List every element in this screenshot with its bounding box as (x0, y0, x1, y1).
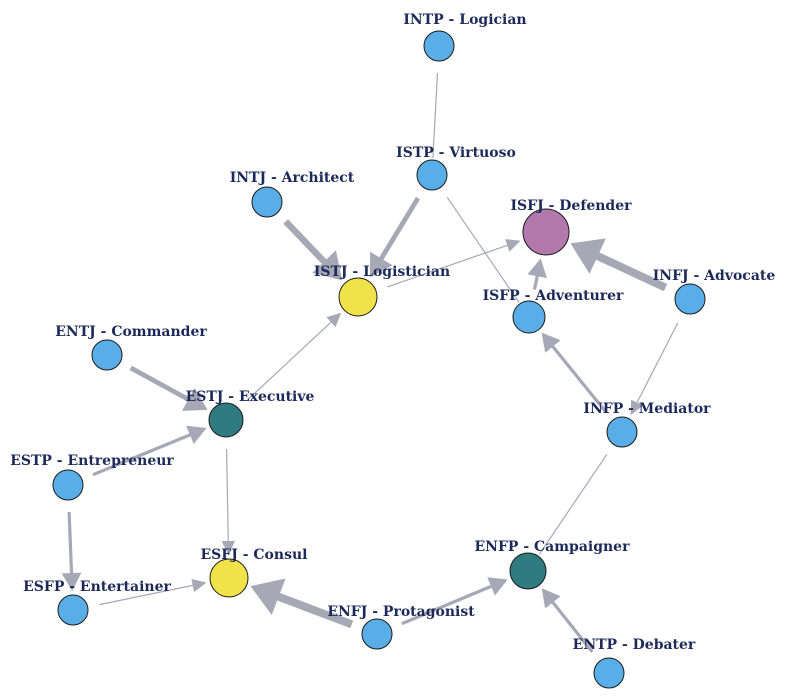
node-infp[interactable] (606, 416, 638, 448)
edge-istp-istj (369, 196, 421, 278)
arrowhead (250, 578, 286, 615)
edge-intj-istj (283, 219, 343, 281)
node-label-enfp: ENFP - Campaigner (475, 539, 631, 555)
arrowhead (630, 399, 643, 416)
edge-line (532, 273, 540, 290)
edge-line (550, 343, 607, 413)
edge-infp-enfp (538, 454, 608, 555)
node-label-intp: INTP - Logician (403, 12, 526, 28)
edge-estp-estj (92, 425, 207, 477)
edge-istj-isfj (387, 239, 521, 288)
arrowhead (541, 588, 561, 609)
node-estj[interactable] (208, 402, 244, 438)
edge-isfp-isfj (527, 258, 547, 290)
arrowhead (221, 540, 235, 555)
node-label-istp: ISTP - Virtuoso (396, 145, 516, 161)
node-label-enfj: ENFJ - Protagonist (327, 604, 475, 620)
edge-line (401, 584, 494, 626)
arrowhead (487, 577, 508, 596)
node-esfp[interactable] (57, 594, 89, 626)
edge-infp-isfp (541, 332, 607, 413)
edge-line (635, 322, 679, 405)
arrowhead (527, 258, 547, 279)
arrowhead (182, 387, 208, 411)
node-isfp[interactable] (512, 300, 546, 334)
edge-istp-isfp (446, 196, 520, 303)
edge-line (594, 251, 668, 292)
node-estp[interactable] (52, 469, 84, 501)
node-label-entp: ENTP - Debater (573, 637, 696, 653)
node-label-infj: INFJ - Advocate (653, 268, 776, 284)
arrowhead (541, 332, 561, 353)
edge-esfp-esfj (99, 578, 207, 606)
arrowhead (505, 239, 521, 252)
node-istj[interactable] (338, 277, 378, 317)
arrowhead (61, 572, 82, 591)
arrowhead (186, 425, 207, 444)
node-label-isfp: ISFP - Adventurer (483, 288, 624, 304)
node-esfj[interactable] (209, 558, 249, 598)
node-label-esfp: ESFP - Entertainer (23, 579, 171, 595)
node-label-entj: ENTJ - Commander (55, 324, 207, 340)
node-enfp[interactable] (509, 552, 547, 590)
edge-line (99, 584, 195, 606)
edge-line (67, 511, 74, 576)
edge-estj-istj (246, 312, 342, 401)
edge-enfj-esfj (250, 578, 354, 629)
edge-line (283, 219, 328, 266)
edge-infj-isfj (570, 238, 668, 292)
arrowhead (369, 251, 393, 278)
edge-enfj-enfp (401, 577, 508, 626)
arrowhead (326, 312, 342, 328)
labels-layer: INTP - Logician ISTP - Virtuoso INTJ - Arc… (10, 12, 775, 653)
edge-line (92, 432, 193, 477)
edge-line (378, 196, 421, 262)
edge-line (432, 72, 439, 159)
node-intj[interactable] (251, 186, 283, 218)
node-label-estj: ESTJ - Executive (186, 389, 315, 405)
edge-line (387, 244, 510, 288)
node-infj[interactable] (674, 283, 706, 315)
node-label-esfj: ESFJ - Consul (201, 547, 308, 563)
node-entj[interactable] (91, 339, 123, 371)
edge-line (275, 592, 354, 629)
node-isfj[interactable] (522, 208, 570, 256)
arrowhead (191, 578, 207, 592)
edge-estp-esfp (61, 511, 82, 591)
edge-line (129, 365, 192, 403)
edge-intp-istp (432, 72, 439, 159)
arrowhead (570, 238, 606, 274)
edge-line (538, 454, 608, 555)
edge-entj-estj (129, 365, 208, 411)
nodes-layer (52, 30, 706, 689)
node-entp[interactable] (593, 657, 625, 689)
node-istp[interactable] (416, 159, 448, 191)
node-label-estp: ESTP - Entrepreneur (10, 453, 174, 469)
node-label-infp: INFP - Mediator (583, 401, 711, 417)
edges-layer (61, 72, 679, 653)
edge-line (550, 599, 594, 653)
arrowhead (312, 250, 343, 281)
edge-entp-enfp (541, 588, 594, 653)
node-enfj[interactable] (361, 618, 393, 650)
node-label-istj: ISTJ - Logistician (314, 264, 450, 280)
node-intp[interactable] (423, 30, 455, 62)
edge-line (246, 320, 333, 401)
edge-infj-infp (630, 322, 679, 416)
edge-line (226, 448, 229, 544)
edge-estj-esfj (221, 448, 235, 555)
node-label-isfj: ISFJ - Defender (510, 198, 632, 214)
node-label-intj: INTJ - Architect (230, 170, 355, 186)
edge-line (446, 196, 520, 303)
